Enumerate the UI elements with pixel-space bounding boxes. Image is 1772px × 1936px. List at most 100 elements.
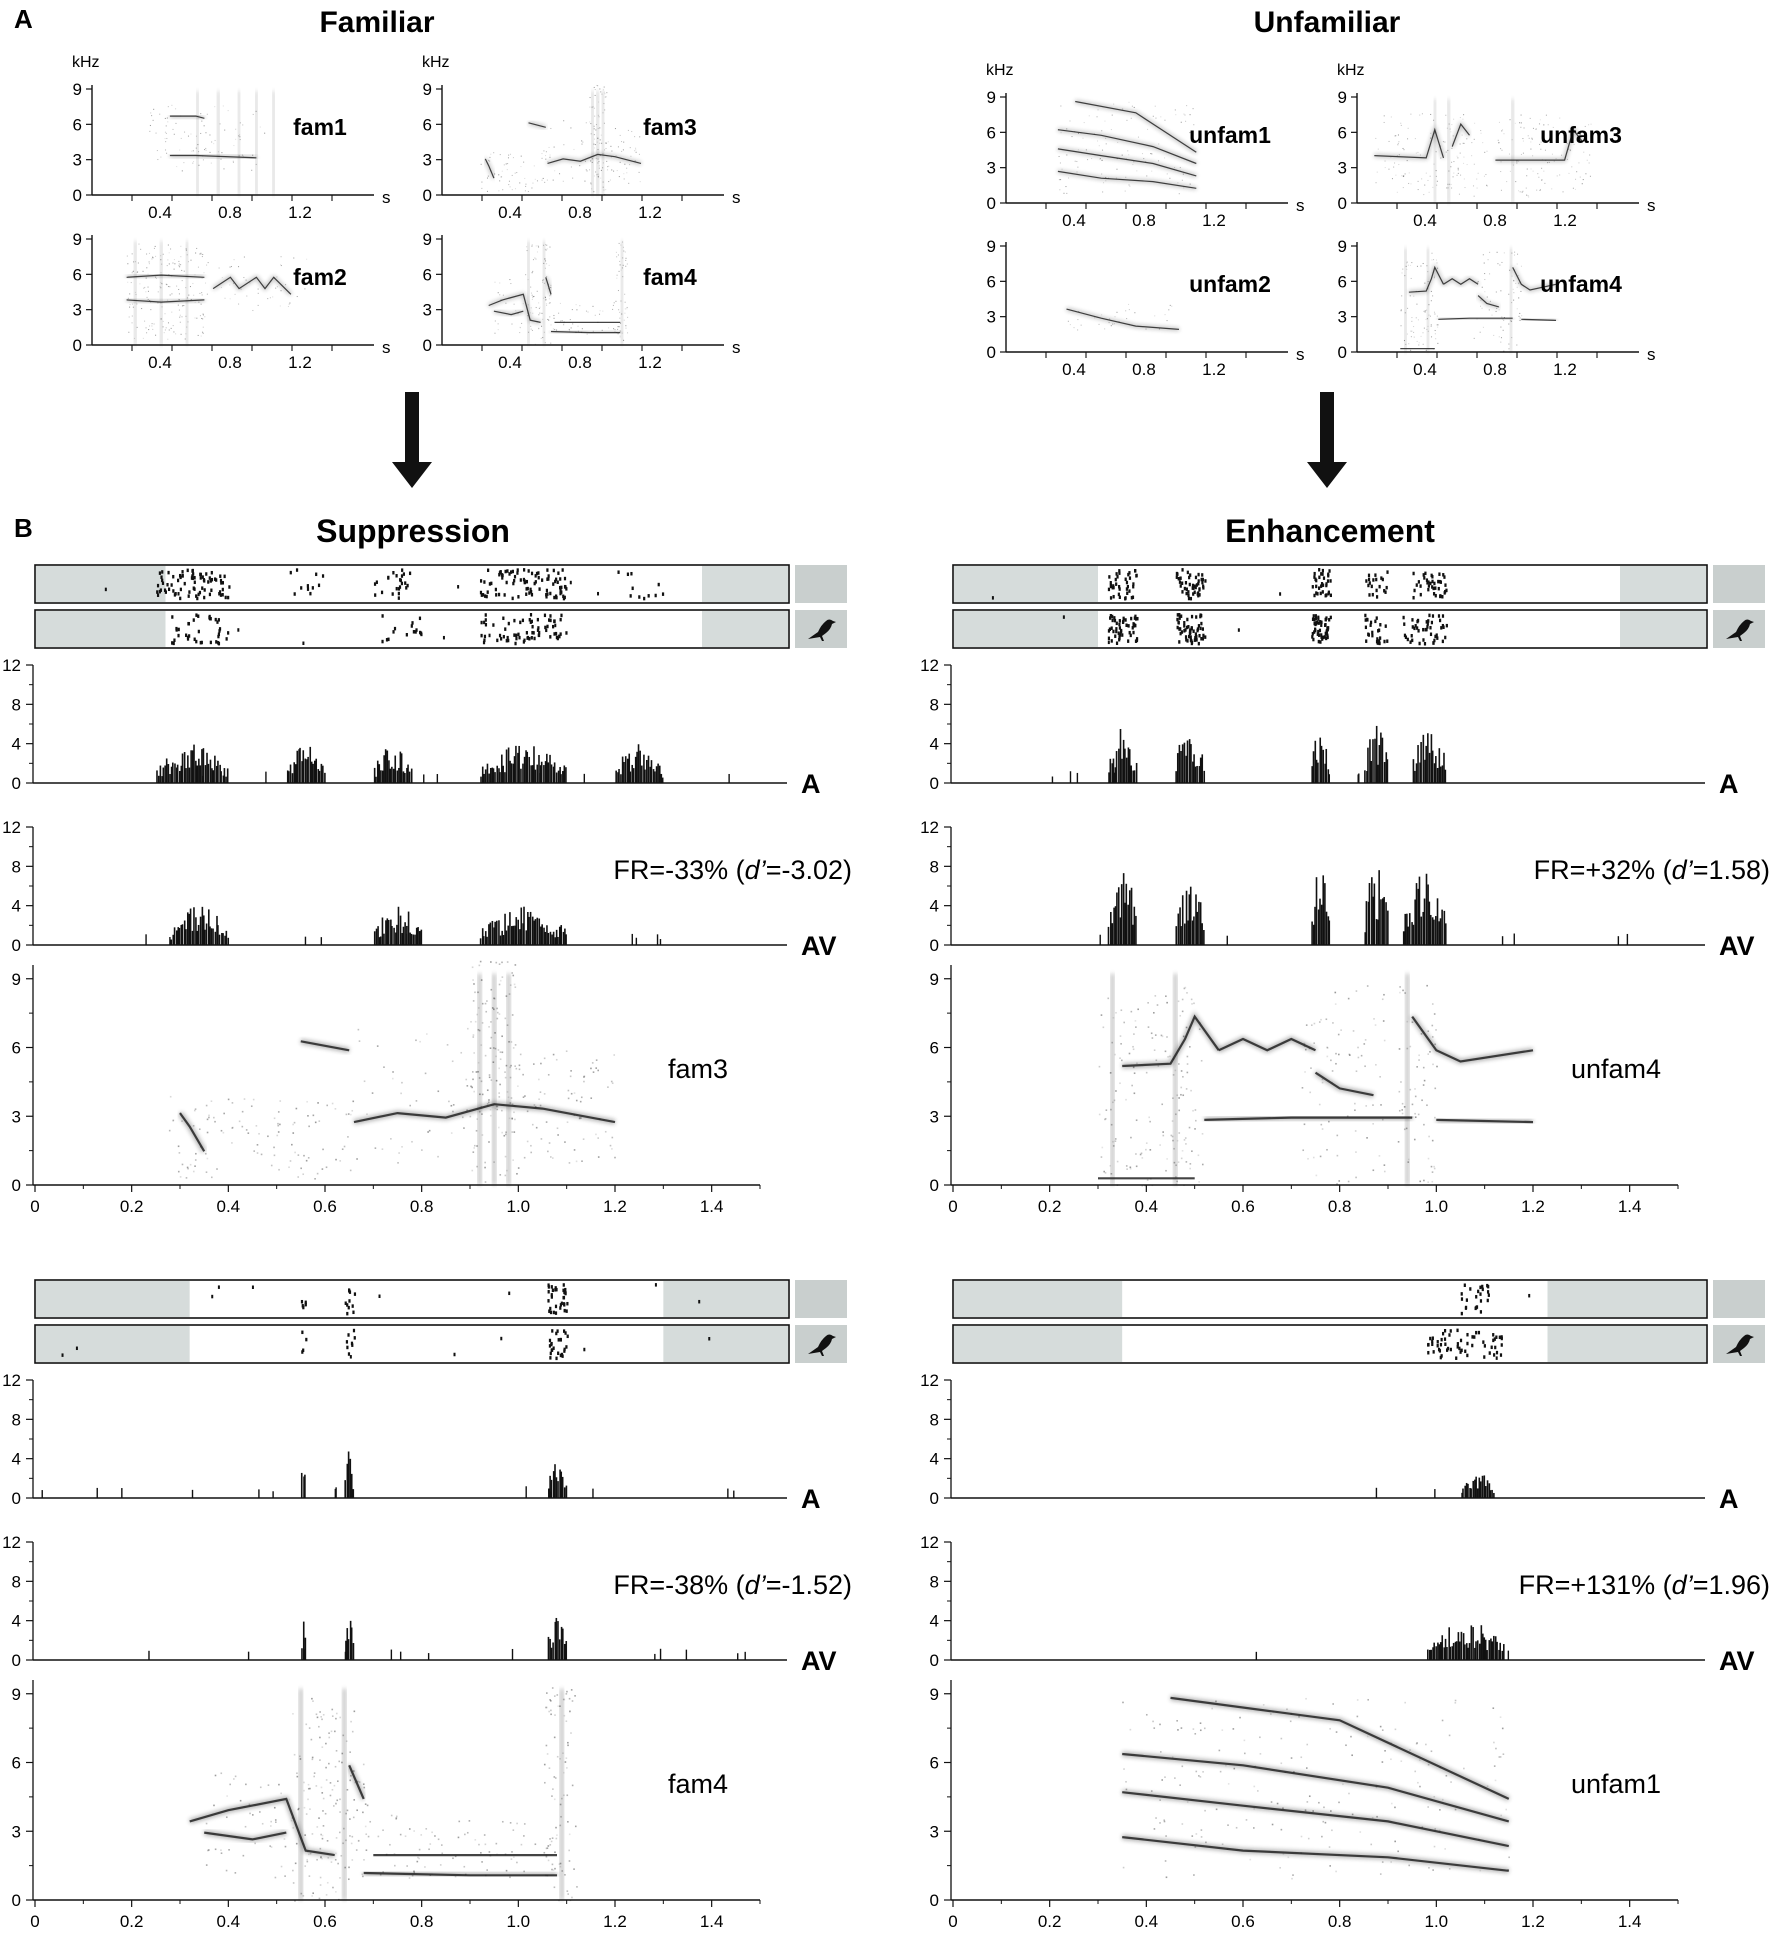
y-tick-label: 9 xyxy=(1338,237,1347,256)
mini-spectrogram-fam1: 9 6 3 0 0.4 0.8 1.2 s kHz fam1 xyxy=(72,54,391,222)
auditory-only-indicator xyxy=(1713,565,1765,603)
psth-y-tick-label: 12 xyxy=(2,1371,21,1390)
y-tick-label: 3 xyxy=(423,301,432,320)
fam2-spectrogram-marks xyxy=(126,241,309,345)
spec-x-tick-label: 0.8 xyxy=(410,1197,434,1216)
psth-auditory: 12 8 4 0 A xyxy=(920,1371,1738,1514)
y-tick-label: 3 xyxy=(73,301,82,320)
x-tick-label: 1.2 xyxy=(288,203,312,222)
spec-y-tick-label: 3 xyxy=(12,1107,21,1126)
y-tick-label: 6 xyxy=(1338,272,1347,291)
y-tick-label: 3 xyxy=(987,308,996,327)
y-tick-label: 0 xyxy=(1338,194,1347,213)
y-tick-label: 6 xyxy=(423,115,432,134)
y-tick-label: 9 xyxy=(987,237,996,256)
psth-y-tick-label: 8 xyxy=(12,695,21,714)
condition-label-a: A xyxy=(801,769,821,799)
panel-a-letter: A xyxy=(14,4,33,34)
s-unit-label: s xyxy=(382,188,391,207)
psth-y-tick-label: 4 xyxy=(930,1450,939,1469)
psth-y-tick-label: 4 xyxy=(12,1612,21,1631)
mini-spectrogram-fam2: 9 6 3 0 0.4 0.8 1.2 s fam2 xyxy=(73,230,391,372)
spec-x-tick-label: 1.0 xyxy=(507,1197,531,1216)
khz-unit-label: kHz xyxy=(72,54,100,71)
spec-x-tick-label: 0 xyxy=(30,1197,39,1216)
psth-y-tick-label: 0 xyxy=(930,1651,939,1670)
psth-y-tick-label: 0 xyxy=(930,936,939,955)
spec-x-tick-label: 1.0 xyxy=(507,1912,531,1931)
spec-y-tick-label: 9 xyxy=(930,970,939,989)
mini-spectrogram-fam3: 9 6 3 0 0.4 0.8 1.2 s kHz fam3 xyxy=(422,54,741,222)
spec-x-tick-label: 0.6 xyxy=(313,1912,337,1931)
raster-a-trials xyxy=(952,564,1708,604)
x-tick-label: 0.4 xyxy=(148,203,172,222)
unfam1-spectrogram-marks xyxy=(1121,1695,1510,1880)
psth-y-tick-label: 4 xyxy=(930,897,939,916)
condition-label-av: AV xyxy=(801,931,837,961)
panel-b-letter: B xyxy=(14,513,33,543)
y-tick-label: 3 xyxy=(1338,308,1347,327)
psth-y-tick-label: 0 xyxy=(12,774,21,793)
y-tick-label: 6 xyxy=(73,265,82,284)
y-tick-label: 0 xyxy=(987,343,996,362)
y-tick-label: 0 xyxy=(987,194,996,213)
spec-x-tick-label: 1.0 xyxy=(1425,1912,1449,1931)
raster-av-trials xyxy=(34,1324,790,1364)
psth-y-tick-label: 0 xyxy=(12,936,21,955)
unfam4-spectrogram-marks xyxy=(1400,248,1557,353)
spec-x-tick-label: 0.4 xyxy=(1135,1912,1159,1931)
psth-auditory: 12 8 4 0 A xyxy=(920,656,1738,799)
song-name-label: unfam4 xyxy=(1571,1054,1661,1084)
psth-y-tick-label: 12 xyxy=(920,818,939,837)
spec-x-tick-label: 0.2 xyxy=(1038,1197,1062,1216)
x-tick-label: 0.8 xyxy=(218,203,242,222)
psth-y-tick-label: 0 xyxy=(12,1489,21,1508)
song-name-label: fam2 xyxy=(293,264,347,290)
x-tick-label: 0.4 xyxy=(1413,360,1437,379)
unfam1-spectrogram-marks xyxy=(1057,100,1198,195)
raster-a-trials xyxy=(34,1279,790,1319)
spec-y-tick-label: 3 xyxy=(930,1822,939,1841)
spec-y-tick-label: 6 xyxy=(12,1039,21,1058)
arrow-down-unfamiliar xyxy=(1307,392,1347,488)
mini-spectrogram-fam4: 9 6 3 0 0.4 0.8 1.2 s fam4 xyxy=(423,230,741,372)
suppression-title: Suppression xyxy=(316,513,510,549)
spec-x-tick-label: 1.4 xyxy=(700,1912,724,1931)
s-unit-label: s xyxy=(732,338,741,357)
spec-y-tick-label: 0 xyxy=(12,1176,21,1195)
spec-x-tick-label: 1.2 xyxy=(1521,1197,1545,1216)
x-tick-label: 0.4 xyxy=(1062,360,1086,379)
spec-y-tick-label: 3 xyxy=(12,1822,21,1841)
s-unit-label: s xyxy=(382,338,391,357)
spec-y-tick-label: 9 xyxy=(930,1685,939,1704)
condition-label-a: A xyxy=(1719,769,1739,799)
song-name-label: fam1 xyxy=(293,114,347,140)
spec-x-tick-label: 0.6 xyxy=(313,1197,337,1216)
psth-y-tick-label: 12 xyxy=(2,656,21,675)
y-tick-label: 9 xyxy=(73,80,82,99)
psth-y-tick-label: 4 xyxy=(930,735,939,754)
psth-y-tick-label: 8 xyxy=(930,695,939,714)
psth-y-tick-label: 0 xyxy=(12,1651,21,1670)
psth-audiovisual: 12 8 4 0 AV xyxy=(2,1533,836,1676)
x-tick-label: 0.4 xyxy=(1413,211,1437,230)
song-name-label: fam3 xyxy=(643,114,697,140)
x-tick-label: 0.4 xyxy=(1062,211,1086,230)
arrow-down-familiar xyxy=(392,392,432,488)
psth-y-tick-label: 8 xyxy=(930,857,939,876)
raster-av-trials xyxy=(952,1324,1708,1364)
x-tick-label: 0.4 xyxy=(498,203,522,222)
psth-audiovisual: 12 8 4 0 AV xyxy=(920,1533,1754,1676)
firing-rate-annotation: FR=-38% (d’=-1.52) xyxy=(613,1570,852,1600)
x-tick-label: 1.2 xyxy=(288,353,312,372)
spec-y-tick-label: 6 xyxy=(930,1039,939,1058)
spec-x-tick-label: 1.2 xyxy=(603,1197,627,1216)
s-unit-label: s xyxy=(1296,196,1305,215)
psth-y-tick-label: 12 xyxy=(920,1533,939,1552)
spec-x-tick-label: 0.4 xyxy=(1135,1197,1159,1216)
spec-x-tick-label: 0.4 xyxy=(217,1197,241,1216)
x-tick-label: 1.2 xyxy=(1202,360,1226,379)
condition-label-av: AV xyxy=(801,1646,837,1676)
mini-spectrogram-unfam2: 9 6 3 0 0.4 0.8 1.2 s unfam2 xyxy=(987,237,1305,379)
